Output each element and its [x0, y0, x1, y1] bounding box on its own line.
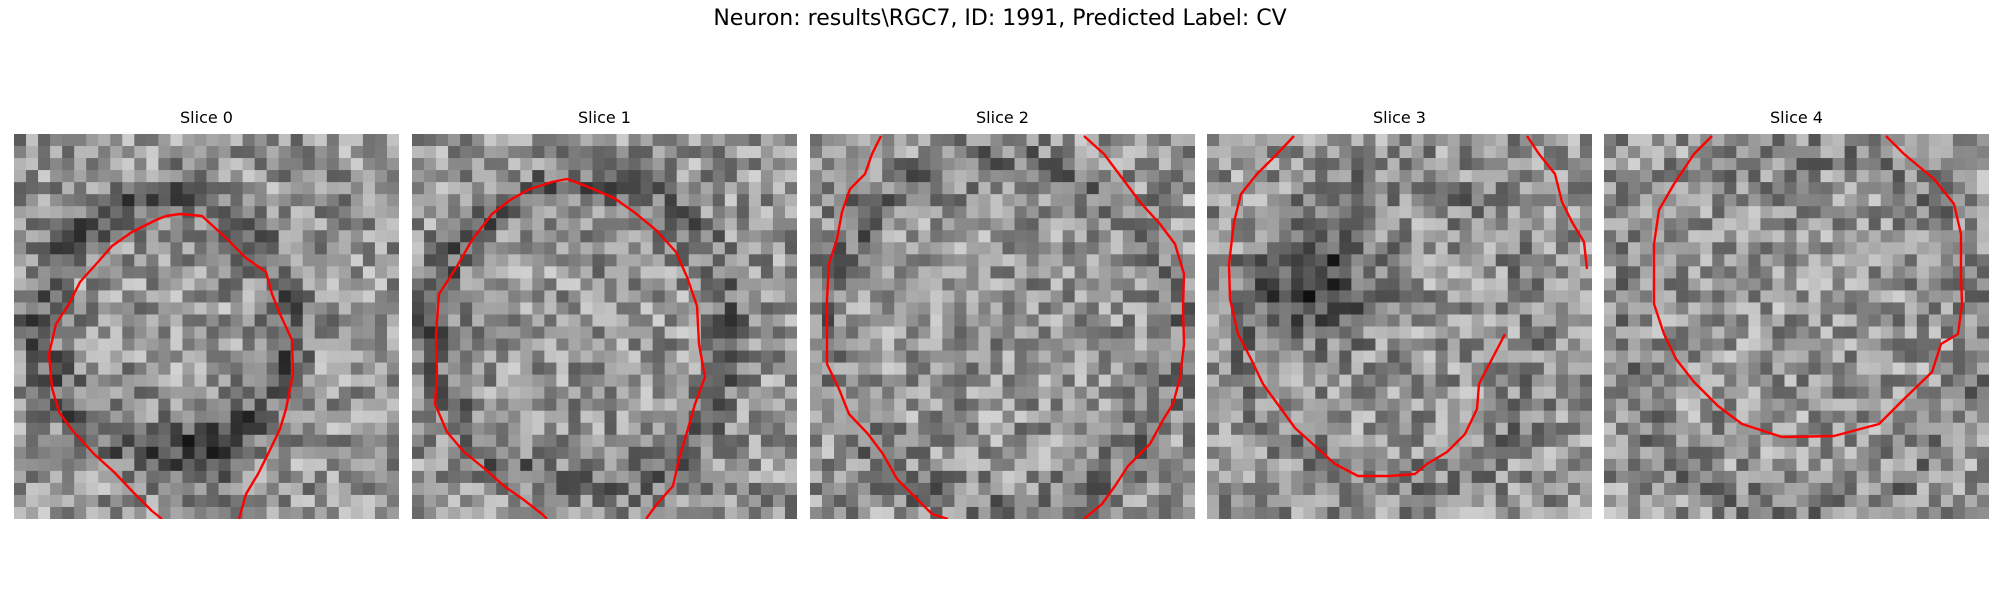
slice-image — [1604, 134, 1989, 519]
slice-image — [14, 134, 399, 519]
slice-title: Slice 4 — [1604, 108, 1989, 127]
slice-image — [412, 134, 797, 519]
pixel-grid — [412, 134, 797, 519]
slice-title: Slice 2 — [810, 108, 1195, 127]
pixel-grid — [1207, 134, 1592, 519]
slice-image — [810, 134, 1195, 519]
pixel-grid — [810, 134, 1195, 519]
slice-title: Slice 1 — [412, 108, 797, 127]
slice-image — [1207, 134, 1592, 519]
slice-title: Slice 0 — [14, 108, 399, 127]
slice-title: Slice 3 — [1207, 108, 1592, 127]
pixel-grid — [14, 134, 399, 519]
figure-title: Neuron: results\RGC7, ID: 1991, Predicte… — [0, 6, 2000, 31]
